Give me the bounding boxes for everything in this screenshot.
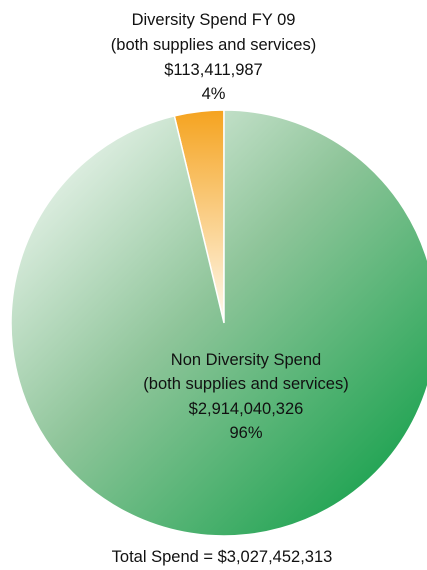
diversity-percent-label: 4% <box>202 85 226 103</box>
non-diversity-label-line-1: Non Diversity Spend <box>171 351 321 369</box>
diversity-amount-label: $113,411,987 <box>164 61 262 79</box>
slice-label-diversity: Diversity Spend FY 09 (both supplies and… <box>111 11 316 103</box>
diversity-label-line-2: (both supplies and services) <box>111 36 316 54</box>
non-diversity-percent-label: 96% <box>229 424 262 442</box>
pie-slice-non-diversity <box>10 109 427 537</box>
non-diversity-label-line-2: (both supplies and services) <box>143 375 348 393</box>
non-diversity-amount-label: $2,914,040,326 <box>189 400 304 418</box>
diversity-label-line-1: Diversity Spend FY 09 <box>132 11 296 29</box>
slice-label-non-diversity: Non Diversity Spend (both supplies and s… <box>143 351 348 442</box>
total-spend-footer: Total Spend = $3,027,452,313 <box>112 548 333 566</box>
pie-slices <box>10 109 427 537</box>
